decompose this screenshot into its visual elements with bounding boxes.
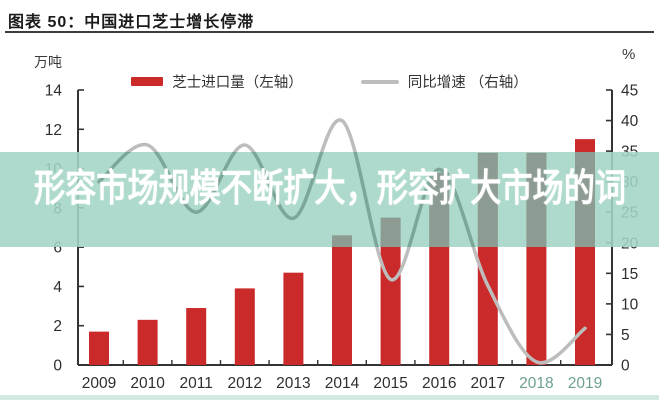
x-tick-label-2013: 2013 <box>276 375 310 392</box>
bottom-overlay-strip <box>0 395 659 400</box>
line-legend-swatch <box>360 79 399 84</box>
bar-tinted-2009 <box>89 332 109 365</box>
left-axis-tick-label: 0 <box>53 358 62 375</box>
right-axis-tick-label: 0 <box>621 358 630 375</box>
bar-2012 <box>234 288 255 365</box>
right-axis-tick-label: 5 <box>621 327 630 344</box>
x-tick-label-2017: 2017 <box>471 375 505 392</box>
bar-2010 <box>137 319 158 365</box>
right-axis-tick-label: 15 <box>621 266 638 283</box>
legend-label-imports: 芝士进口量（左轴） <box>172 75 303 91</box>
bar-tinted-2010 <box>138 320 158 365</box>
x-tick-label-2018: 2018 <box>519 375 553 392</box>
bar-tinted-2011 <box>186 308 206 365</box>
x-tick-label-2012: 2012 <box>228 375 262 392</box>
left-axis-tick-label: 4 <box>53 279 62 296</box>
legend-label-growth: 同比增速 （右轴） <box>407 75 528 91</box>
bar-tinted-2012 <box>235 288 255 365</box>
bar-legend-swatch <box>131 77 164 86</box>
x-tick-label-2016: 2016 <box>422 375 456 392</box>
x-tick-label-2014: 2014 <box>325 375 360 392</box>
bar-tinted-2014 <box>332 235 352 365</box>
bar-2009 <box>89 331 109 365</box>
left-axis-tick-label: 2 <box>53 318 62 335</box>
x-tick-label-2009: 2009 <box>82 375 116 392</box>
right-axis-tick-label: 10 <box>621 296 639 313</box>
overlay-watermark-text: 形容市场规模不断扩大，形容扩大市场的词 <box>33 168 626 210</box>
legend: 芝士进口量（左轴） 同比增速 （右轴） <box>0 71 659 92</box>
x-tick-label-2011: 2011 <box>180 375 213 392</box>
x-tick-label-2019: 2019 <box>568 375 602 392</box>
bar-2014 <box>332 235 352 365</box>
right-axis-tick-label: 40 <box>621 113 639 130</box>
title-rule <box>5 31 654 33</box>
legend-item-growth: 同比增速 （右轴） <box>360 71 528 92</box>
legend-item-imports: 芝士进口量（左轴） <box>131 71 303 92</box>
bar-2013 <box>283 272 304 365</box>
x-tick-label-2010: 2010 <box>130 375 165 392</box>
bar-tinted-2013 <box>283 273 303 365</box>
left-axis-unit-label: 万吨 <box>34 54 62 70</box>
x-tick-label-2015: 2015 <box>373 375 407 392</box>
bar-2011 <box>186 308 207 365</box>
right-axis-unit-label: % <box>622 46 636 63</box>
chart-title: 图表 50：中国进口芝士增长停滞 <box>8 14 255 31</box>
